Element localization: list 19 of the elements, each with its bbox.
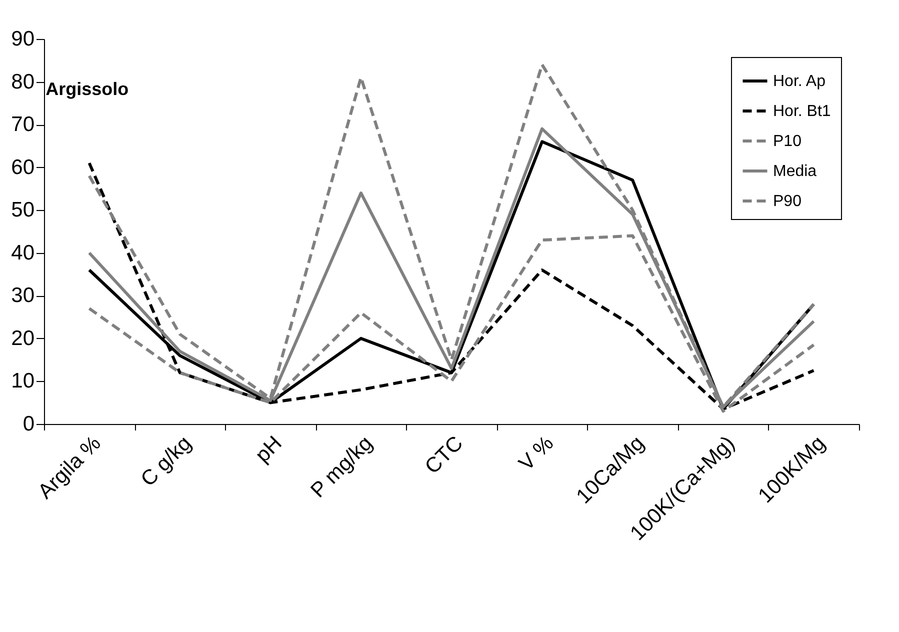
y-tick-label: 10 [11,370,34,393]
legend-label: P10 [773,133,802,150]
y-tick-label: 60 [11,156,34,179]
y-tick-label: 70 [11,113,34,136]
y-tick-label: 0 [22,412,34,436]
legend-label: Hor. Ap [773,73,826,90]
x-tick-label: CTC [420,432,468,479]
y-tick-label: 30 [11,284,34,308]
y-tick-label: 20 [11,326,34,350]
x-tick-label: pH [251,432,286,468]
text: Argissolo [46,79,129,99]
legend-label: Media [773,163,817,180]
x-tick-label: V % [514,432,558,476]
y-tick-label: 90 [11,28,34,50]
y-tick-label: 80 [11,70,34,94]
y-tick-label: 50 [11,198,34,222]
legend-label: Hor. Bt1 [773,103,831,120]
legend-label: P90 [773,193,802,210]
y-tick-label: 40 [11,241,34,264]
